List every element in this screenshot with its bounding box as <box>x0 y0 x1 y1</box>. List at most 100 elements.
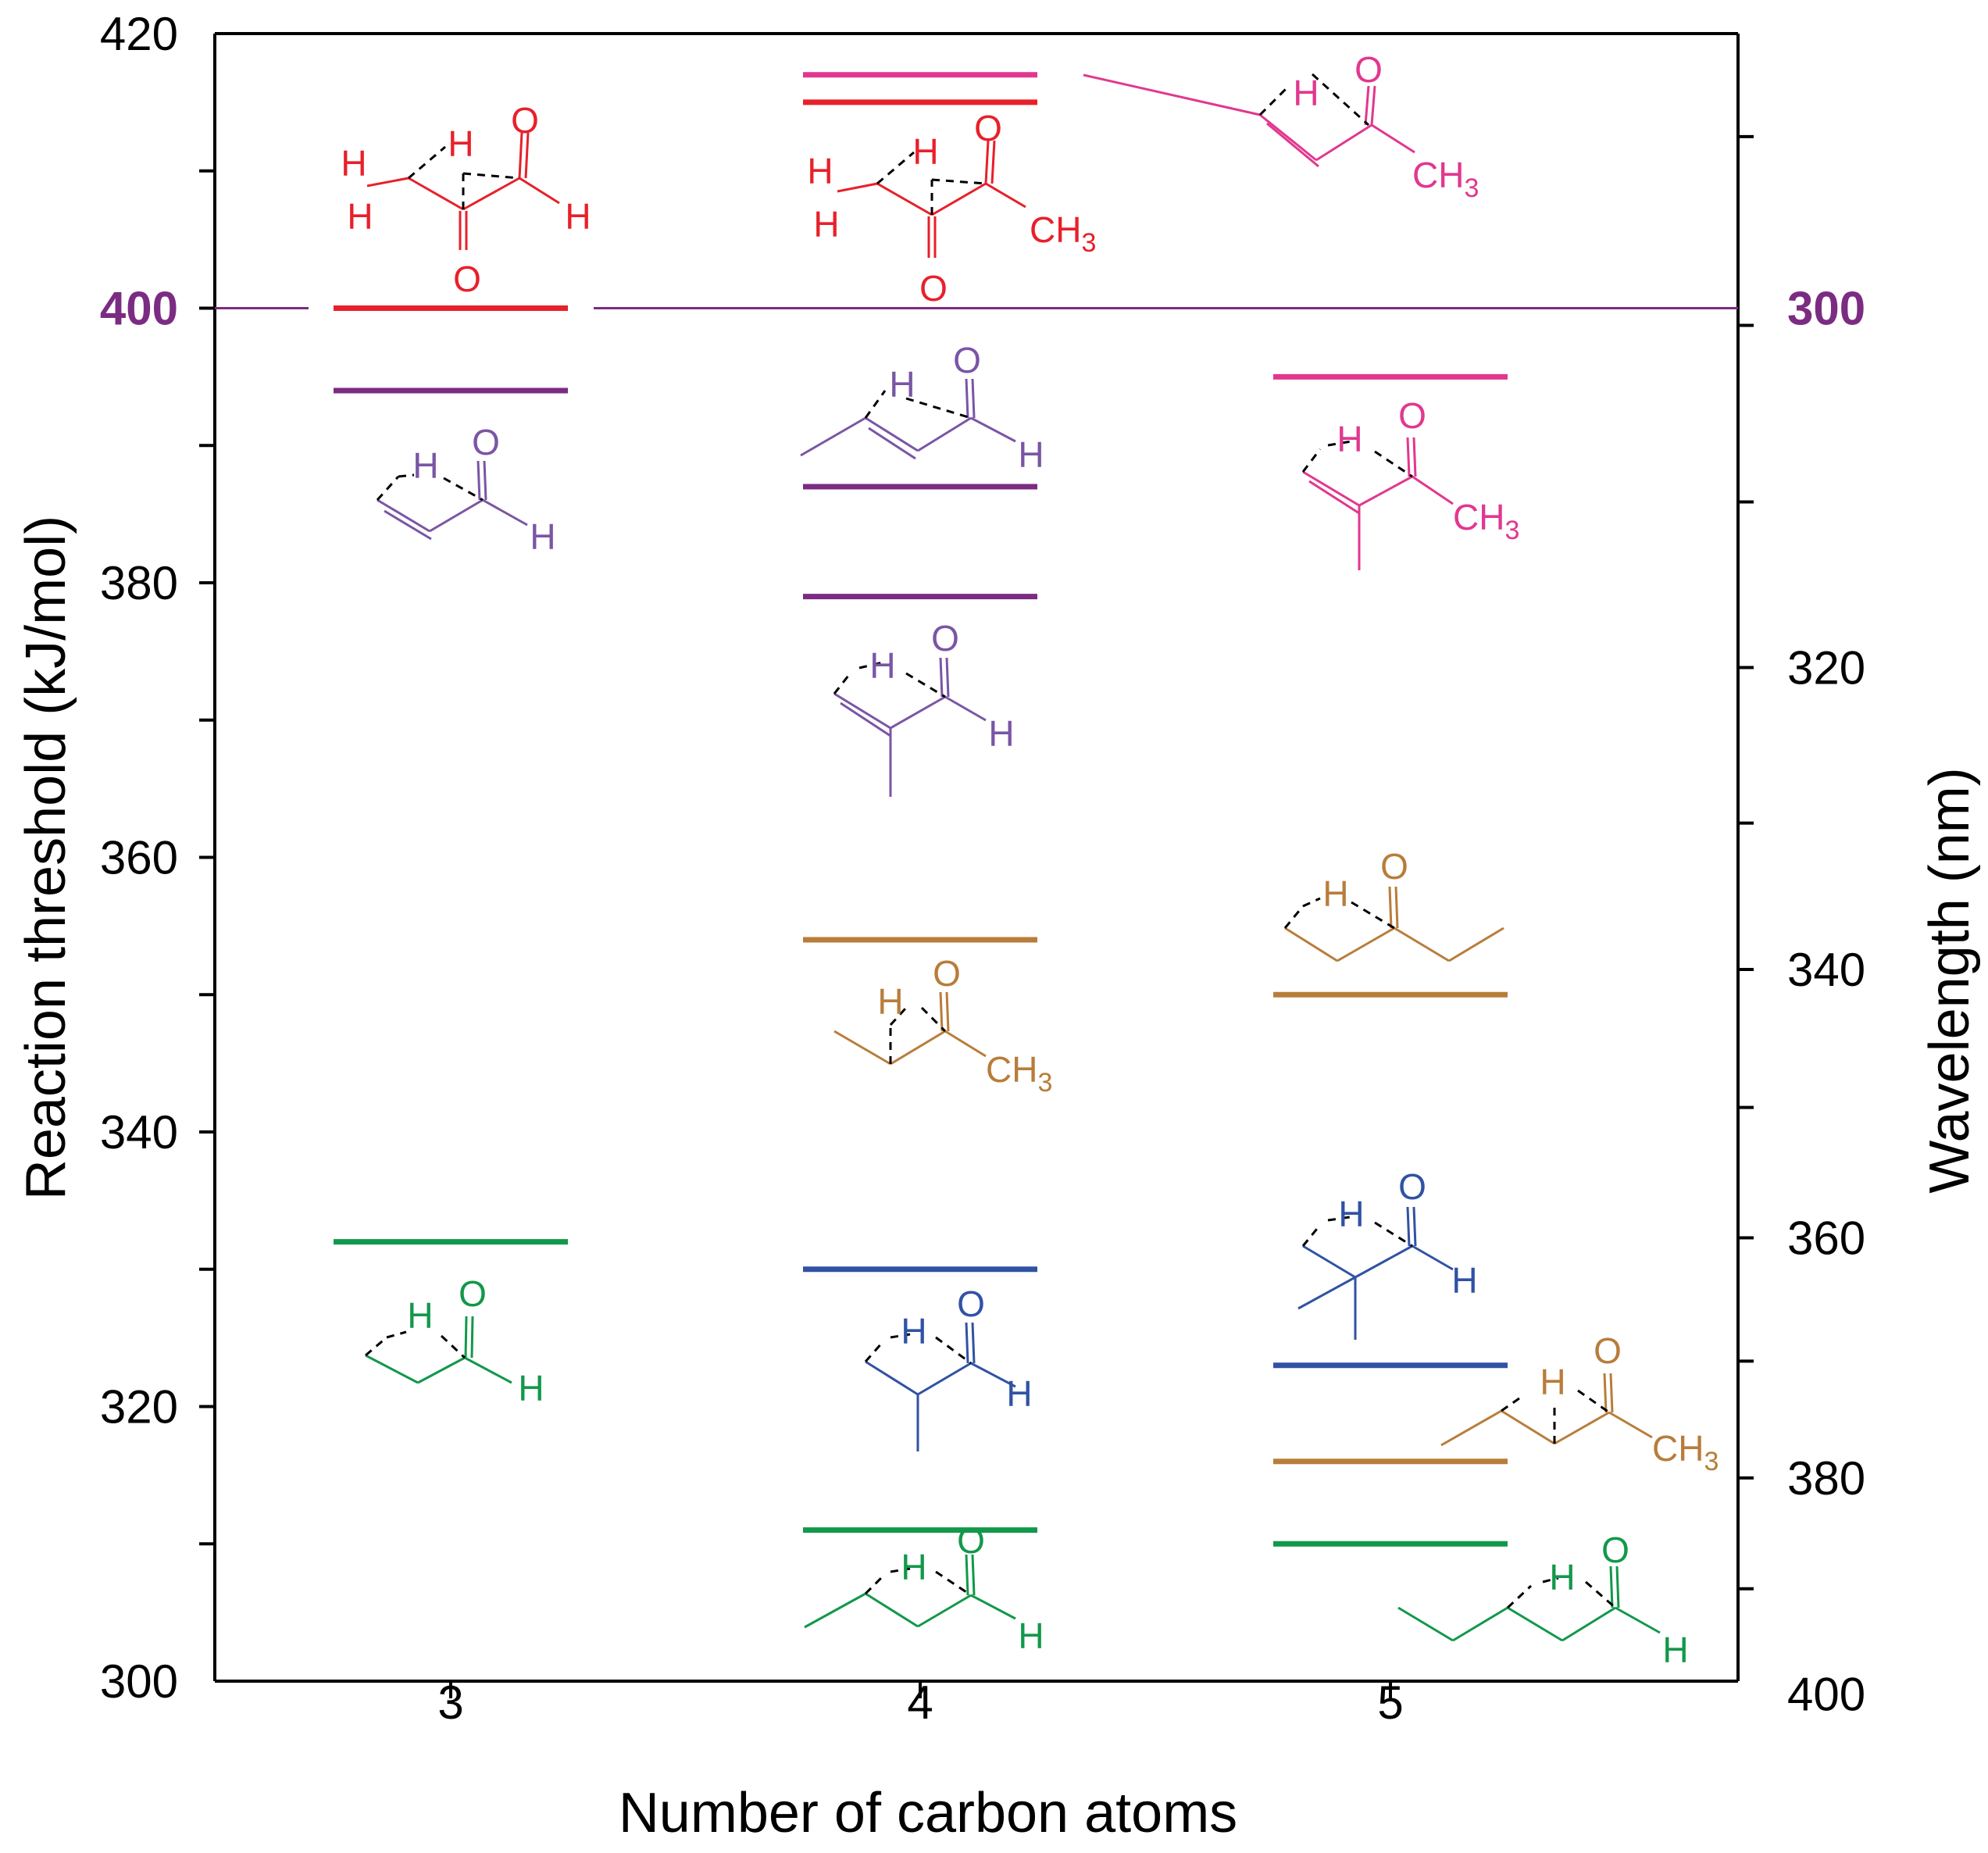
bond <box>519 177 560 205</box>
hydrogen-label: H <box>565 196 591 237</box>
left-tick-label-380: 380 <box>100 557 178 609</box>
bond <box>1412 1206 1417 1247</box>
bond <box>1364 85 1370 126</box>
bond <box>462 177 520 211</box>
bond <box>1554 1411 1610 1445</box>
molecule-3c-purple: HOH <box>376 422 556 557</box>
bond <box>1371 123 1415 154</box>
transition-bond <box>1283 905 1305 929</box>
bond <box>1412 1244 1454 1271</box>
bond <box>804 1592 866 1629</box>
transition-bond <box>1327 1216 1351 1222</box>
bond <box>939 657 944 698</box>
transition-bond <box>1351 901 1395 930</box>
bond <box>917 1362 972 1396</box>
transition-bond <box>1577 1389 1610 1414</box>
bond <box>833 692 891 730</box>
threshold-levels <box>334 72 1508 1547</box>
transition-bond <box>408 145 446 180</box>
bond <box>518 132 523 179</box>
molecule-structures: HHHOHOHHHOCH3OHOCH3HOHHOHHOHHOCH3HOCH3HO… <box>341 49 1719 1670</box>
bond <box>865 1592 919 1628</box>
left-tick-label-320: 320 <box>100 1381 178 1433</box>
transition-bond <box>376 475 400 502</box>
left-axis-ticks: 300 320 340 360 380 420 <box>100 8 215 1708</box>
transition-bond <box>1302 897 1321 908</box>
bond <box>971 1554 976 1596</box>
hydrogen-label: H <box>889 364 915 405</box>
oxygen-label: O <box>1398 1166 1426 1207</box>
transition-bond <box>1374 1221 1413 1248</box>
hydrogen-label: H <box>1018 434 1044 475</box>
bond <box>1388 886 1393 929</box>
hydrogen-label: H <box>1018 1616 1044 1656</box>
hydrogen-label: H <box>1293 73 1319 113</box>
transition-bond <box>890 1567 911 1573</box>
bond <box>1394 886 1399 929</box>
bond <box>1609 1566 1614 1608</box>
oxygen-label: O <box>957 1284 985 1324</box>
bond <box>1609 1373 1614 1413</box>
oxygen-label: O <box>511 100 539 141</box>
bond <box>965 1554 969 1596</box>
bond <box>971 378 976 419</box>
bond <box>917 416 972 452</box>
hydrogen-label: H <box>1451 1260 1477 1301</box>
x-tick-label-5: 5 <box>1377 1676 1403 1729</box>
bond <box>984 140 990 184</box>
transition-bond <box>1374 450 1413 478</box>
bond <box>917 1594 972 1628</box>
oxygen-label: O <box>1398 395 1426 436</box>
reference-left-label: 400 <box>100 283 178 335</box>
bond <box>865 1360 919 1396</box>
bond <box>965 1322 969 1364</box>
oxygen-label: O <box>1601 1530 1629 1570</box>
right-tick-label-360: 360 <box>1787 1212 1865 1264</box>
bond <box>837 182 878 193</box>
bond <box>945 991 950 1032</box>
hydrogen-label: H <box>988 713 1014 754</box>
transition-bond <box>858 661 883 669</box>
bond <box>408 177 464 211</box>
hydrogen-label: H <box>1006 1373 1032 1414</box>
left-tick-label-420: 420 <box>100 8 178 60</box>
transition-bond <box>462 172 520 180</box>
reference-line-group: 400 300 <box>100 283 1865 335</box>
hydrogen-label: H <box>877 981 903 1022</box>
bond <box>1370 85 1376 126</box>
right-tick-label-340: 340 <box>1787 944 1865 996</box>
bond <box>524 132 530 179</box>
oxygen-label: O <box>931 618 959 659</box>
bond <box>429 498 484 533</box>
bond <box>1507 1606 1563 1642</box>
hydrogen-label: H <box>869 645 895 686</box>
methyl-label: CH3 <box>1030 209 1096 258</box>
bond <box>366 177 409 187</box>
methyl-label: CH3 <box>986 1049 1052 1098</box>
x-tick-label-4: 4 <box>907 1676 933 1729</box>
methyl-label: CH3 <box>1652 1428 1719 1476</box>
bond <box>1266 122 1319 168</box>
bond <box>990 140 996 184</box>
left-tick-label-360: 360 <box>100 832 178 884</box>
bond <box>476 460 481 501</box>
bond <box>944 695 987 722</box>
oxygen-label: O <box>953 340 981 380</box>
hydrogen-label: H <box>412 445 438 486</box>
bond <box>1603 1373 1608 1413</box>
bond <box>939 991 944 1032</box>
molecule-5c-magenta-b: HO CH3 <box>1301 395 1519 570</box>
reference-right-label: 300 <box>1787 283 1865 335</box>
left-tick-label-300: 300 <box>100 1655 178 1708</box>
bond <box>1083 73 1261 116</box>
bond <box>945 657 950 698</box>
transition-bond <box>920 1006 947 1033</box>
hydrogen-label: H <box>1337 419 1362 459</box>
bond <box>970 1362 1016 1388</box>
hydrogen-label: H <box>347 196 373 237</box>
bond <box>1406 1206 1411 1247</box>
oxygen-label: O <box>919 268 948 309</box>
